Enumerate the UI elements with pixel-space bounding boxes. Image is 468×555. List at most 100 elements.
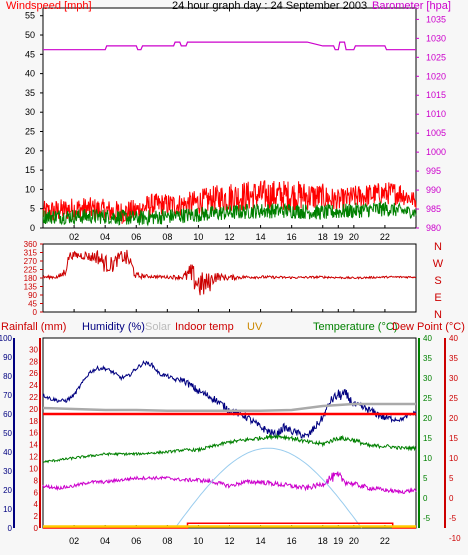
humidity-header: Humidity (%): [82, 321, 145, 333]
direction-tick-label: 0: [33, 308, 38, 317]
rainfall-tick-label: 6: [34, 488, 39, 497]
temperature-tick-label: 35: [423, 354, 432, 363]
temperature-tick-label: 30: [423, 374, 432, 383]
barometer-tick-label: 1020: [426, 71, 446, 81]
direction-tick-label: 180: [24, 274, 38, 283]
barometer-tick-label: 1025: [426, 52, 446, 62]
dewpoint-tick-label: 25: [449, 394, 458, 403]
solar-header: Solar: [145, 321, 171, 333]
humidity-tick-label: 10: [3, 505, 12, 514]
temperature-header: Temperature (°C): [313, 321, 397, 333]
rainfall-tick-label: 18: [29, 417, 38, 426]
indoor-temp-header: Indoor temp: [175, 321, 234, 333]
rainfall-tick-label: 26: [29, 369, 38, 378]
direction-tick-label: 270: [24, 257, 38, 266]
rainfall-tick-label: 2: [34, 512, 39, 521]
barometer-series: [43, 41, 416, 51]
climate-hour-label: 04: [100, 536, 110, 546]
climate-hour-label: 19: [333, 536, 343, 546]
temperature-tick-label: 20: [423, 414, 432, 423]
temperature-tick-label: 15: [423, 434, 432, 443]
barometer-tick-label: 1030: [426, 33, 446, 43]
compass-label: E: [434, 292, 441, 304]
climate-hour-label: 18: [318, 536, 328, 546]
hour-tick-label: 19: [333, 232, 343, 242]
dewpoint-tick-label: 10: [449, 454, 458, 463]
humidity-tick-label: 90: [3, 353, 12, 362]
climate-hour-label: 12: [224, 536, 234, 546]
dewpoint-tick-label: 20: [449, 414, 458, 423]
hour-tick-label: 06: [131, 232, 141, 242]
wind-axis-title: Windspeed [mph]: [6, 0, 92, 12]
temperature-tick-label: 40: [423, 334, 432, 343]
wind-tick-label: 40: [25, 69, 35, 79]
wind-tick-label: 25: [25, 127, 35, 137]
hour-tick-label: 02: [69, 232, 79, 242]
wind-tick-label: 5: [30, 204, 35, 214]
wind-direction-series: [42, 249, 417, 296]
climate-hour-label: 20: [349, 536, 359, 546]
rainfall-tick-label: 28: [29, 357, 38, 366]
rainfall-tick-label: 20: [29, 405, 38, 414]
compass-label: N: [434, 241, 442, 253]
humidity-tick-label: 40: [3, 448, 12, 457]
humidity-tick-label: 0: [8, 524, 13, 533]
dewpoint-tick-label: 0: [449, 494, 454, 503]
rainfall-tick-label: 10: [29, 464, 38, 473]
compass-label: S: [434, 275, 441, 287]
humidity-tick-label: 70: [3, 391, 12, 400]
solar-series: [174, 447, 363, 529]
humidity-tick-label: 20: [3, 486, 12, 495]
wind-tick-label: 45: [25, 49, 35, 59]
uv-header: UV: [247, 321, 263, 333]
direction-tick-label: 45: [28, 300, 37, 309]
hour-tick-label: 20: [349, 232, 359, 242]
temperature-tick-label: 10: [423, 454, 432, 463]
rainfall-tick-label: 24: [29, 381, 38, 390]
humidity-tick-label: 80: [3, 372, 12, 381]
barometer-tick-label: 1010: [426, 109, 446, 119]
rainfall-tick-label: 30: [29, 345, 38, 354]
rainfall-tick-label: 0: [34, 524, 39, 533]
wind-tick-label: 30: [25, 107, 35, 117]
climate-hour-label: 14: [256, 536, 266, 546]
direction-tick-label: 360: [24, 240, 38, 249]
barometer-tick-label: 1000: [426, 147, 446, 157]
rainfall-tick-label: 12: [29, 453, 38, 462]
temperature-tick-label: 0: [423, 494, 428, 503]
series-layer: [42, 41, 417, 529]
direction-tick-label: 90: [28, 291, 37, 300]
dewpoint-tick-label: 35: [449, 354, 458, 363]
wind-tick-label: 55: [25, 11, 35, 21]
compass-label: W: [433, 258, 444, 270]
dewpoint-tick-label: 5: [449, 474, 454, 483]
climate-panel-frame: [42, 337, 417, 529]
direction-tick-label: 135: [24, 283, 38, 292]
rainfall-tick-label: 22: [29, 393, 38, 402]
dew-point-series: [42, 471, 417, 495]
rainfall-tick-label: 4: [34, 500, 39, 509]
wind-tick-label: 10: [25, 184, 35, 194]
barometer-tick-label: 980: [426, 223, 441, 233]
hour-tick-label: 04: [100, 232, 110, 242]
hour-tick-label: 16: [287, 232, 297, 242]
barometer-tick-label: 1035: [426, 14, 446, 24]
temperature-series: [42, 433, 417, 464]
rainfall-tick-label: 14: [29, 441, 38, 450]
dewpoint-tick-label: -5: [449, 514, 457, 523]
direction-tick-label: 315: [24, 249, 38, 258]
compass-label: N: [434, 309, 442, 321]
dewpoint-tick-label: 30: [449, 374, 458, 383]
temperature-tick-label: -5: [423, 514, 431, 523]
hour-tick-label: 22: [380, 232, 390, 242]
barometer-tick-label: 1005: [426, 128, 446, 138]
rainfall-tick-label: 16: [29, 429, 38, 438]
wind-tick-label: 15: [25, 165, 35, 175]
barometer-tick-label: 990: [426, 185, 441, 195]
climate-hour-label: 02: [69, 536, 79, 546]
hour-tick-label: 08: [162, 232, 172, 242]
climate-hour-label: 06: [131, 536, 141, 546]
barometer-tick-label: 995: [426, 166, 441, 176]
